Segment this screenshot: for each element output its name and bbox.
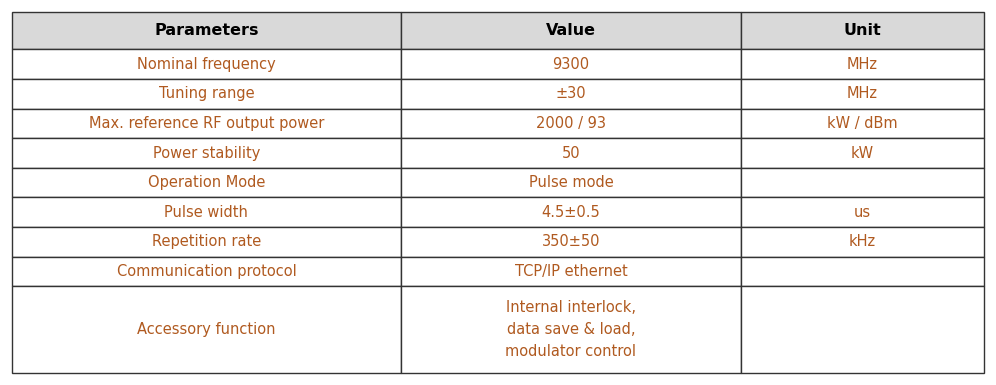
Bar (400, 227, 741, 257)
Text: kHz: kHz (849, 234, 876, 249)
Bar (12, 198, 400, 227)
Text: Parameters: Parameters (154, 23, 259, 38)
Text: Value: Value (546, 23, 596, 38)
Bar (741, 50, 984, 79)
Bar (400, 79, 741, 109)
Text: Pulse width: Pulse width (164, 205, 248, 220)
Text: TCP/IP ethernet: TCP/IP ethernet (515, 264, 627, 279)
Text: Pulse mode: Pulse mode (529, 175, 614, 190)
Text: 350±50: 350±50 (542, 234, 601, 249)
Text: Max. reference RF output power: Max. reference RF output power (89, 116, 324, 131)
Text: kW: kW (851, 146, 874, 161)
Bar (400, 168, 741, 198)
Bar (741, 168, 984, 198)
Text: 50: 50 (562, 146, 581, 161)
Bar (12, 79, 400, 109)
Text: Unit: Unit (844, 23, 881, 38)
Bar (741, 79, 984, 109)
Bar (12, 286, 400, 373)
Bar (741, 138, 984, 168)
Text: MHz: MHz (847, 86, 878, 101)
Bar (741, 227, 984, 257)
Bar (400, 198, 741, 227)
Bar (12, 12, 400, 50)
Text: kW / dBm: kW / dBm (828, 116, 897, 131)
Bar (12, 257, 400, 286)
Bar (12, 168, 400, 198)
Text: 2000 / 93: 2000 / 93 (536, 116, 606, 131)
Bar (400, 257, 741, 286)
Text: us: us (854, 205, 872, 220)
Bar (12, 138, 400, 168)
Bar (12, 227, 400, 257)
Bar (12, 109, 400, 138)
Text: MHz: MHz (847, 57, 878, 72)
Bar (741, 286, 984, 373)
Text: Communication protocol: Communication protocol (117, 264, 296, 279)
Text: 9300: 9300 (553, 57, 590, 72)
Bar (400, 50, 741, 79)
Bar (400, 286, 741, 373)
Text: 4.5±0.5: 4.5±0.5 (542, 205, 601, 220)
Bar (400, 12, 741, 50)
Text: ±30: ±30 (556, 86, 587, 101)
Text: Internal interlock,
data save & load,
modulator control: Internal interlock, data save & load, mo… (505, 300, 636, 359)
Bar (741, 198, 984, 227)
Bar (400, 138, 741, 168)
Text: Accessory function: Accessory function (137, 322, 276, 337)
Bar (12, 50, 400, 79)
Bar (741, 257, 984, 286)
Bar (741, 109, 984, 138)
Text: Repetition rate: Repetition rate (151, 234, 261, 249)
Text: Power stability: Power stability (152, 146, 260, 161)
Text: Operation Mode: Operation Mode (147, 175, 265, 190)
Bar (400, 109, 741, 138)
Bar (741, 12, 984, 50)
Text: Nominal frequency: Nominal frequency (137, 57, 276, 72)
Text: Tuning range: Tuning range (158, 86, 254, 101)
